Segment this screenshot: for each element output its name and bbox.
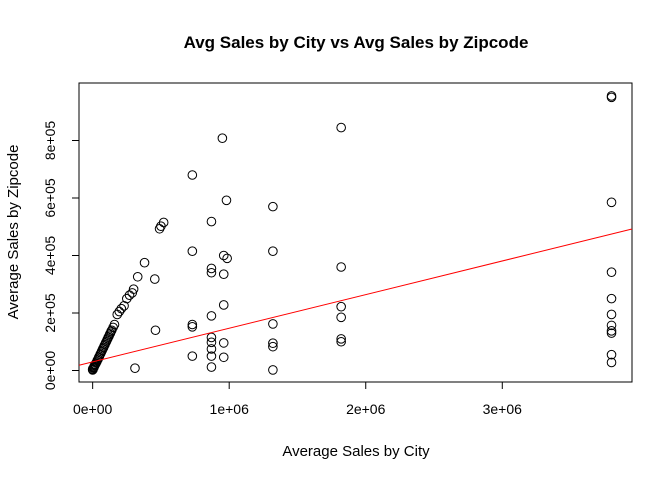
data-point	[206, 263, 217, 274]
data-point	[268, 341, 278, 352]
x-tick-label: 3e+06	[483, 401, 523, 417]
data-point	[109, 319, 120, 330]
y-tick-label: 4e+05	[42, 236, 58, 276]
data-point	[218, 338, 229, 348]
data-point	[187, 322, 198, 332]
data-point	[606, 309, 617, 320]
data-point	[218, 269, 229, 279]
data-point	[606, 326, 617, 336]
data-point	[206, 332, 217, 343]
data-points	[87, 91, 617, 375]
data-point	[336, 262, 346, 272]
data-point	[149, 274, 160, 284]
data-point	[336, 312, 346, 323]
data-point	[128, 284, 139, 294]
data-point	[187, 351, 198, 361]
y-tick-label: 8e+05	[42, 121, 58, 161]
data-point	[336, 334, 346, 344]
data-point	[218, 250, 229, 261]
data-point	[112, 309, 123, 320]
data-point	[206, 337, 217, 348]
data-point	[116, 303, 127, 314]
data-point	[139, 257, 150, 268]
data-point	[336, 336, 346, 347]
data-point	[132, 271, 143, 282]
data-point	[206, 311, 217, 321]
y-tick-label: 2e+05	[42, 293, 58, 333]
data-point	[336, 122, 346, 133]
data-point	[206, 216, 217, 227]
data-point	[606, 267, 617, 277]
data-point	[218, 300, 229, 310]
x-tick-label: 0e+00	[73, 401, 113, 417]
data-point	[606, 293, 617, 304]
data-point	[268, 201, 278, 212]
data-point	[606, 357, 617, 368]
x-axis: 0e+00 1e+06 2e+06 3e+06	[73, 381, 523, 417]
data-point	[206, 351, 217, 361]
data-point	[121, 293, 132, 304]
data-point	[217, 133, 228, 143]
x-axis-label: Average Sales by City	[282, 443, 430, 460]
data-point	[130, 363, 140, 374]
data-point	[222, 253, 232, 264]
data-point	[336, 301, 346, 312]
chart-title: Avg Sales by City vs Avg Sales by Zipcod…	[184, 33, 529, 52]
data-point	[114, 306, 125, 317]
data-point	[187, 246, 198, 256]
data-point	[150, 325, 161, 336]
y-tick-label: 0e+00	[42, 351, 58, 391]
data-point	[206, 344, 217, 354]
data-point	[268, 338, 278, 348]
data-point	[206, 267, 217, 278]
x-tick-label: 1e+06	[210, 401, 250, 417]
data-point	[606, 320, 617, 331]
data-point	[268, 319, 278, 329]
data-point	[187, 319, 198, 330]
data-point	[606, 197, 617, 208]
x-tick-label: 2e+06	[346, 401, 386, 417]
data-point	[606, 328, 617, 338]
data-point	[187, 170, 198, 180]
y-tick-label: 6e+05	[42, 178, 58, 218]
data-point	[268, 246, 278, 256]
data-point	[218, 352, 229, 363]
y-axis: 0e+00 2e+05 4e+05 6e+05 8e+05	[42, 121, 80, 391]
y-axis-label: Average Sales by Zipcode	[5, 145, 22, 320]
data-point	[221, 195, 232, 206]
data-point	[158, 217, 169, 228]
regression-line	[78, 228, 633, 366]
data-point	[206, 362, 217, 372]
data-point	[268, 365, 278, 375]
data-point	[606, 92, 617, 103]
data-point	[119, 301, 129, 311]
data-point	[606, 349, 617, 360]
